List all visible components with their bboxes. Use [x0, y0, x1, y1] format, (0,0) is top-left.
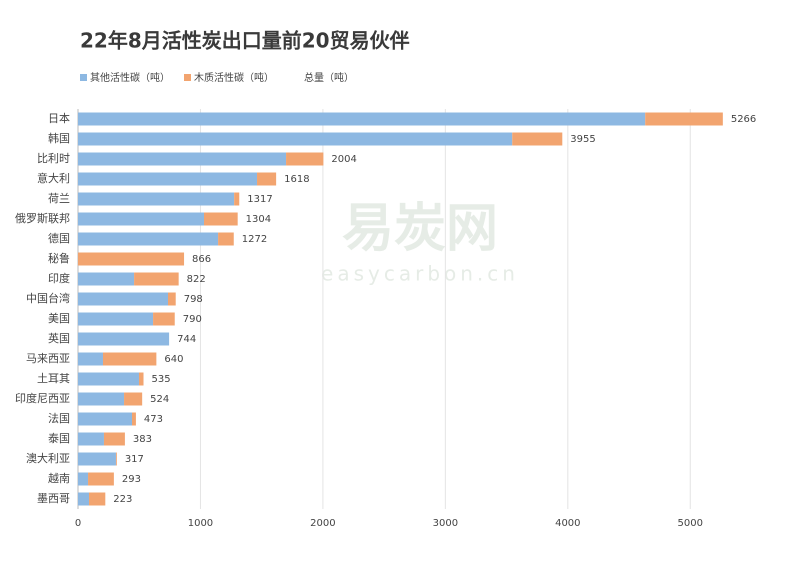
bar-segment: [153, 312, 175, 326]
y-tick-label: 印度尼西亚: [15, 391, 70, 405]
watermark: 易炭网: [342, 199, 498, 259]
legend-swatch: [80, 74, 87, 81]
data-label: 1618: [284, 174, 309, 185]
x-tick-label: 1000: [188, 518, 213, 529]
y-tick-label: 墨西哥: [37, 492, 70, 505]
bar-segment: [78, 292, 169, 306]
bar-segment: [78, 252, 185, 266]
data-label: 293: [122, 474, 141, 485]
data-label: 524: [150, 394, 169, 405]
bar-segment: [78, 412, 133, 426]
data-label: 790: [183, 314, 202, 325]
bar-segment: [645, 112, 723, 126]
bar-segment: [78, 352, 103, 366]
bar-segment: [78, 232, 219, 246]
data-label: 473: [144, 414, 163, 425]
bar-segment: [78, 332, 170, 346]
bar-segment: [78, 392, 125, 406]
bar-segment: [286, 152, 324, 166]
y-tick-label: 日本: [48, 111, 70, 125]
bar-segment: [78, 112, 646, 126]
bar-segment: [78, 192, 235, 206]
bar-segment: [78, 132, 513, 146]
y-tick-label: 荷兰: [48, 192, 70, 205]
x-tick-label: 0: [75, 518, 81, 529]
bar-segment: [78, 272, 135, 286]
bar-segment: [88, 472, 114, 486]
bar-segment: [168, 292, 176, 306]
y-tick-label: 马来西亚: [26, 352, 70, 365]
data-label: 1304: [246, 214, 271, 225]
bar-segment: [78, 492, 90, 506]
y-tick-label: 印度: [48, 271, 70, 285]
data-label: 1317: [247, 194, 272, 205]
data-label: 1272: [242, 234, 267, 245]
legend-label: 其他活性碳（吨）: [90, 71, 170, 84]
bar-segment: [89, 492, 106, 506]
y-tick-label: 澳大利亚: [26, 451, 70, 465]
bar-segment: [257, 172, 277, 186]
bar-segment: [78, 172, 258, 186]
bar-segment: [78, 212, 205, 226]
bar-segment: [78, 472, 89, 486]
y-tick-label: 中国台湾: [26, 291, 70, 305]
data-label: 535: [152, 374, 171, 385]
bar-segment: [78, 432, 104, 446]
bar-segment: [124, 392, 143, 406]
bar-segment: [134, 272, 179, 286]
data-label: 317: [125, 454, 144, 465]
legend-label: 木质活性碳（吨）: [194, 71, 274, 84]
y-tick-label: 意大利: [37, 171, 70, 185]
x-tick-label: 5000: [678, 518, 703, 529]
bar-segment: [234, 192, 240, 206]
data-label: 640: [164, 354, 183, 365]
bar-segment: [512, 132, 563, 146]
y-tick-label: 俄罗斯联邦: [15, 212, 70, 225]
bar-segment: [115, 452, 117, 466]
x-tick-label: 2000: [310, 518, 335, 529]
legend-swatch: [184, 74, 191, 81]
y-tick-label: 土耳其: [37, 372, 70, 385]
bar-segment: [78, 452, 116, 466]
bar-segment: [78, 312, 154, 326]
data-label: 383: [133, 434, 152, 445]
bar-segment: [132, 412, 136, 426]
bar-segment: [78, 372, 139, 386]
y-tick-label: 秘鲁: [48, 251, 70, 265]
y-tick-label: 法国: [48, 411, 70, 425]
data-label: 3955: [570, 134, 595, 145]
y-tick-label: 泰国: [48, 431, 70, 445]
data-label: 2004: [331, 154, 356, 165]
y-tick-label: 越南: [48, 471, 70, 485]
x-tick-label: 4000: [555, 518, 580, 529]
y-tick-label: 美国: [48, 312, 70, 325]
y-tick-label: 韩国: [48, 131, 70, 145]
bar-segment: [204, 212, 238, 226]
y-tick-label: 德国: [48, 231, 70, 245]
data-label: 866: [192, 254, 211, 265]
bar-segment: [102, 352, 157, 366]
bar-segment: [78, 152, 287, 166]
watermark-site: easycarbon.cn: [321, 262, 519, 286]
y-tick-label: 比利时: [37, 152, 70, 165]
legend-label: 总量（吨）: [304, 71, 354, 84]
bar-segment: [218, 232, 234, 246]
x-tick-label: 3000: [433, 518, 458, 529]
data-label: 223: [113, 494, 132, 505]
chart-title: 22年8月活性炭出口量前20贸易伙伴: [80, 29, 410, 53]
data-label: 798: [184, 294, 203, 305]
bar-segment: [103, 432, 125, 446]
data-label: 744: [177, 334, 196, 345]
data-label: 822: [187, 274, 206, 285]
bar-segment: [138, 372, 144, 386]
y-tick-label: 英国: [48, 331, 70, 345]
data-label: 5266: [731, 114, 756, 125]
